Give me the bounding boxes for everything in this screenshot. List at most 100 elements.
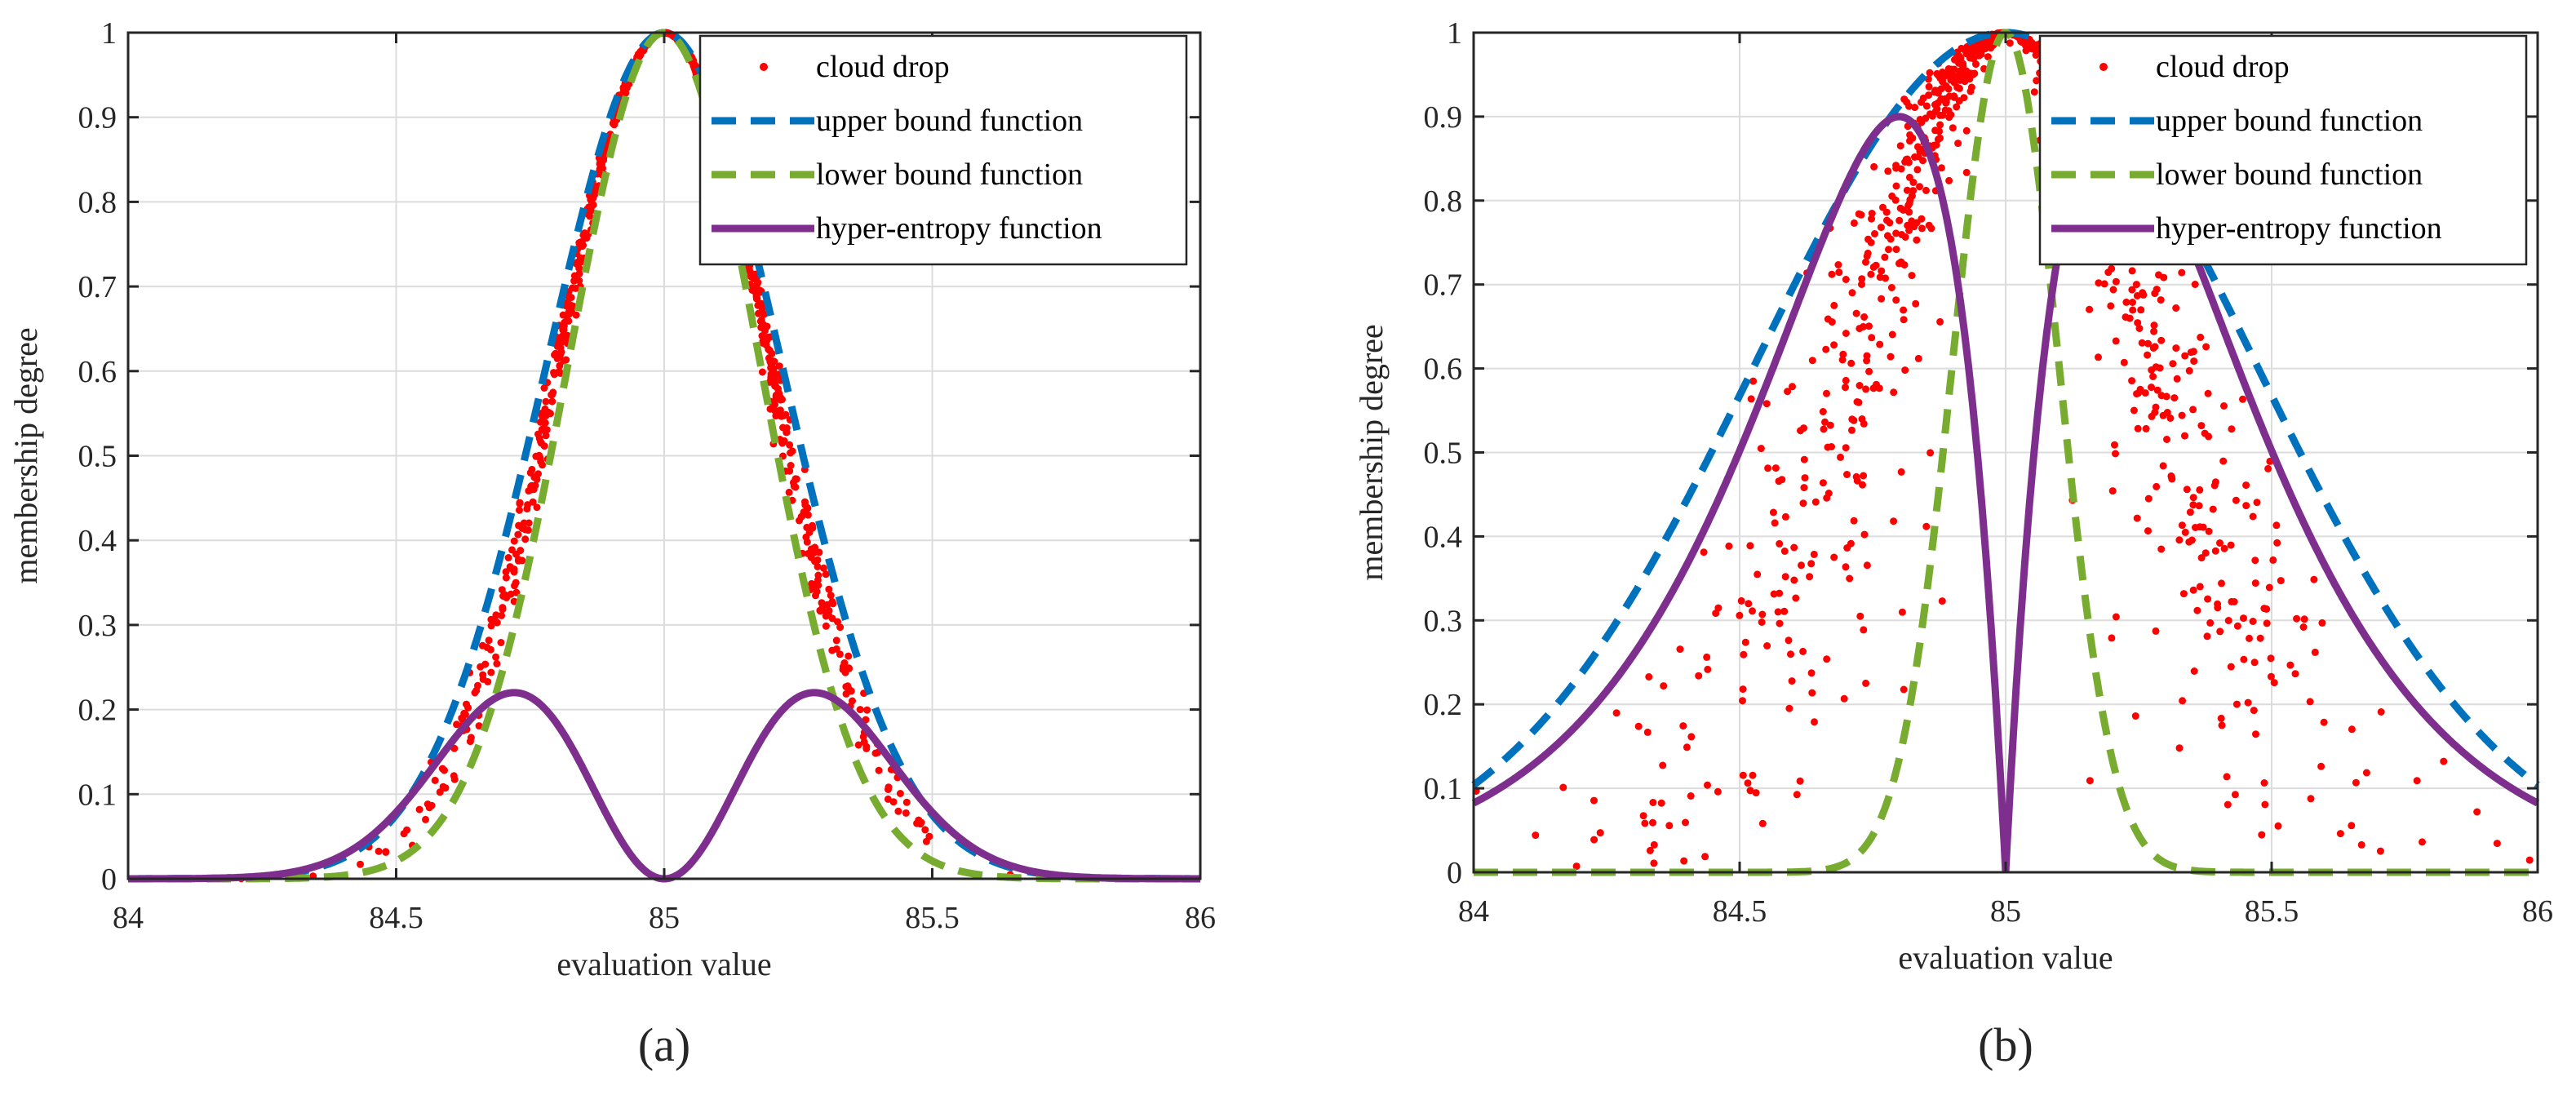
y-axis-label: membership degree bbox=[7, 327, 44, 583]
cloud-drop-point bbox=[2128, 377, 2136, 385]
cloud-drop-point bbox=[542, 397, 550, 406]
cloud-drop-point bbox=[502, 574, 510, 582]
cloud-drop-point bbox=[1883, 232, 1891, 240]
cloud-drop-point bbox=[1867, 238, 1875, 246]
cloud-drop-point bbox=[2134, 319, 2142, 327]
cloud-drop-point bbox=[1863, 252, 1871, 260]
cloud-drop-point bbox=[2189, 494, 2197, 502]
cloud-drop-point bbox=[1905, 102, 1913, 110]
cloud-drop-point bbox=[2112, 450, 2119, 458]
cloud-drop-point bbox=[785, 488, 793, 496]
cloud-drop-point bbox=[2178, 521, 2186, 530]
cloud-drop-point bbox=[2157, 296, 2165, 304]
cloud-drop-point bbox=[2162, 392, 2170, 401]
cloud-drop-point bbox=[2169, 360, 2177, 368]
cloud-drop-point bbox=[464, 703, 472, 712]
cloud-drop-point bbox=[2100, 280, 2108, 288]
cloud-drop-point bbox=[2148, 412, 2156, 420]
cloud-drop-point bbox=[504, 554, 512, 561]
cloud-drop-point bbox=[481, 660, 490, 668]
cloud-drop-point bbox=[2203, 632, 2211, 641]
cloud-drop-point bbox=[1842, 276, 1850, 283]
cloud-drop-point bbox=[1954, 140, 1962, 148]
cloud-drop-point bbox=[1784, 388, 1792, 396]
cloud-drop-point bbox=[1900, 316, 1908, 324]
cloud-drop-point bbox=[1659, 761, 1667, 769]
cloud-drop-point bbox=[2525, 856, 2534, 864]
cloud-drop-point bbox=[2153, 482, 2161, 490]
cloud-drop-point bbox=[2183, 485, 2191, 494]
cloud-drop-point bbox=[2006, 39, 2014, 47]
cloud-drop-point bbox=[2152, 627, 2160, 635]
cloud-drop-point bbox=[475, 722, 483, 730]
cloud-drop-point bbox=[925, 832, 933, 840]
cloud-drop-point bbox=[1888, 192, 1896, 200]
cloud-drop-point bbox=[1918, 215, 1926, 223]
cloud-drop-point bbox=[1682, 818, 1689, 827]
cloud-drop-point bbox=[2148, 384, 2155, 392]
cloud-drop-point bbox=[756, 317, 765, 326]
cloud-drop-point bbox=[2206, 619, 2215, 627]
cloud-drop-point bbox=[1953, 103, 1961, 111]
cloud-drop-point bbox=[1744, 779, 1752, 787]
cloud-drop-point bbox=[1764, 464, 1772, 472]
cloud-drop-point bbox=[2253, 499, 2261, 507]
cloud-drop-point bbox=[2133, 390, 2141, 398]
cloud-drop-point bbox=[2217, 714, 2225, 722]
cloud-drop-point bbox=[758, 304, 766, 313]
cloud-drop-point bbox=[823, 601, 831, 609]
cloud-drop-point bbox=[1925, 82, 1933, 91]
cloud-drop-point bbox=[894, 807, 902, 815]
cloud-drop-point bbox=[2178, 411, 2186, 419]
cloud-drop-point bbox=[1850, 517, 1858, 525]
cloud-drop-point bbox=[1781, 573, 1789, 581]
cloud-drop-point bbox=[916, 820, 924, 828]
cloud-drop-point bbox=[2286, 661, 2294, 669]
cloud-drop-point bbox=[1944, 85, 1953, 93]
cloud-drop-point bbox=[2256, 634, 2264, 642]
cloud-drop-point bbox=[1910, 223, 1918, 231]
cloud-drop-point bbox=[2201, 549, 2210, 557]
cloud-drop-point bbox=[1966, 46, 1974, 53]
cloud-drop-point bbox=[1877, 224, 1885, 232]
cloud-drop-point bbox=[816, 606, 824, 614]
cloud-drop-point bbox=[1745, 600, 1753, 608]
cloud-drop-point bbox=[524, 501, 532, 509]
y-tick-label: 0.2 bbox=[1424, 688, 1463, 722]
legend-marker-points bbox=[2099, 63, 2108, 71]
cloud-drop-point bbox=[822, 570, 830, 579]
cloud-drop-point bbox=[1896, 142, 1904, 150]
cloud-drop-point bbox=[2202, 343, 2210, 351]
cloud-drop-point bbox=[1687, 733, 1696, 741]
cloud-drop-point bbox=[540, 384, 548, 392]
cloud-drop-point bbox=[2189, 501, 2197, 509]
cloud-drop-point bbox=[2023, 39, 2031, 47]
cloud-drop-point bbox=[1860, 626, 1868, 634]
cloud-drop-point bbox=[1850, 219, 1858, 227]
cloud-drop-point bbox=[553, 342, 561, 350]
cloud-drop-point bbox=[1741, 638, 1749, 646]
cloud-drop-point bbox=[2095, 279, 2103, 287]
cloud-drop-point bbox=[439, 783, 447, 791]
cloud-drop-point bbox=[2228, 425, 2236, 433]
cloud-drop-point bbox=[1665, 822, 1674, 830]
cloud-drop-point bbox=[2299, 623, 2308, 631]
cloud-drop-point bbox=[2231, 791, 2239, 799]
cloud-drop-point bbox=[2214, 600, 2222, 608]
cloud-drop-point bbox=[1830, 341, 1838, 349]
x-tick-label: 84 bbox=[1458, 894, 1489, 929]
cloud-drop-point bbox=[1739, 771, 1747, 779]
cloud-drop-point bbox=[2122, 313, 2130, 321]
cloud-drop-point bbox=[1860, 530, 1869, 539]
cloud-drop-point bbox=[1650, 859, 1658, 867]
cloud-drop-point bbox=[875, 766, 883, 774]
cloud-drop-point bbox=[1949, 76, 1957, 84]
cloud-drop-point bbox=[2159, 462, 2167, 470]
cloud-drop-point bbox=[752, 295, 760, 303]
cloud-drop-point bbox=[2130, 406, 2138, 415]
cloud-drop-point bbox=[1846, 574, 1854, 583]
cloud-drop-point bbox=[2250, 707, 2258, 715]
cloud-drop-point bbox=[514, 530, 522, 539]
cloud-drop-point bbox=[2149, 344, 2157, 352]
cloud-drop-point bbox=[621, 82, 629, 91]
